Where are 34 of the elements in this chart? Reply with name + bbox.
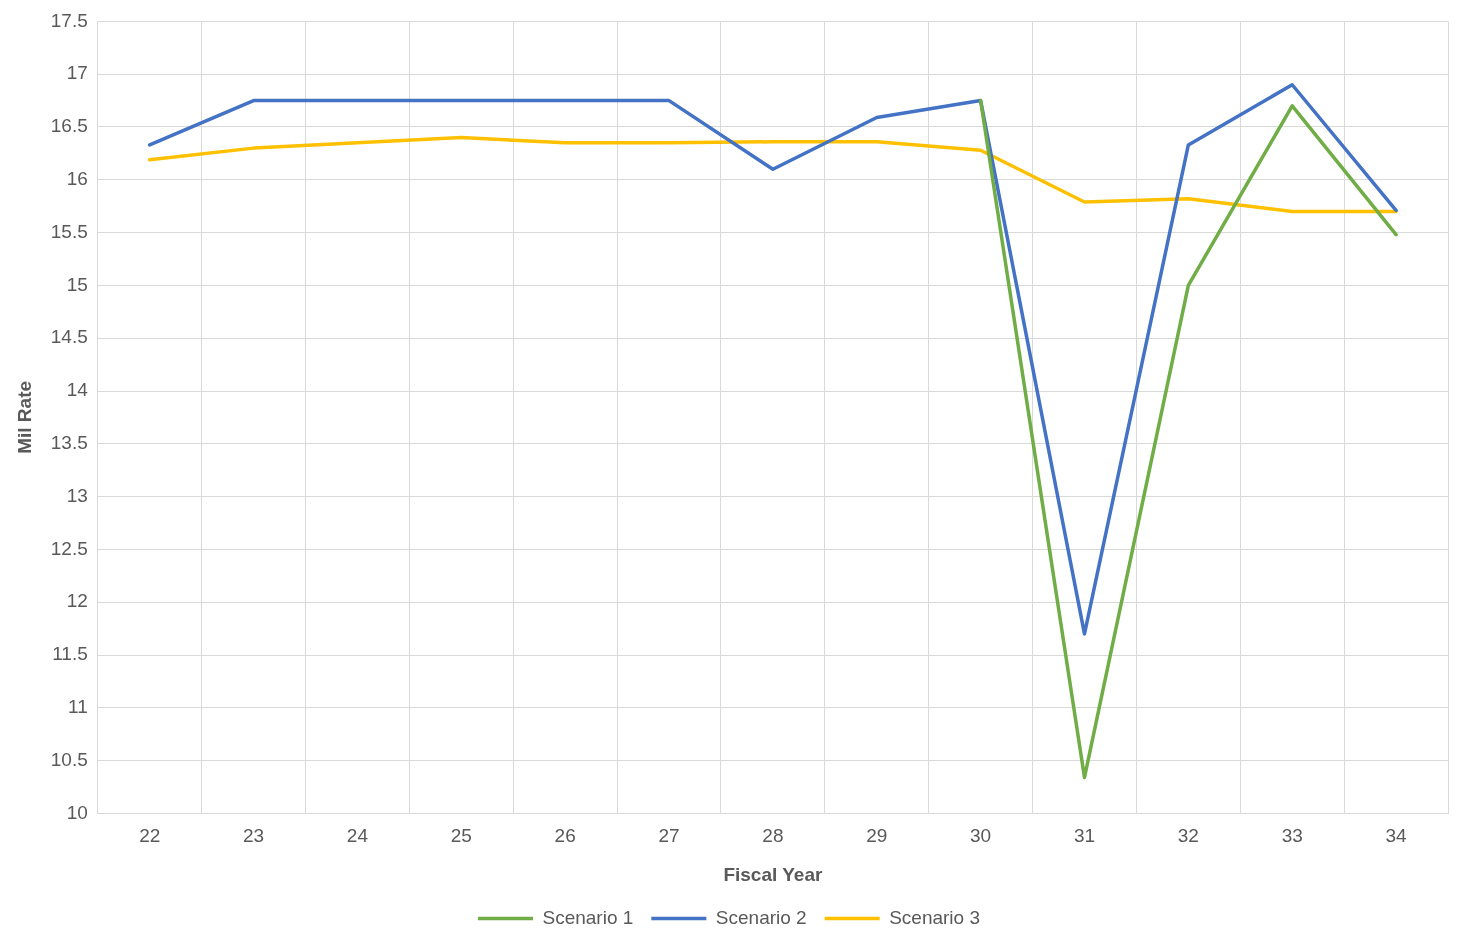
x-axis-title: Fiscal Year [723, 863, 823, 885]
y-tick-label: 16.5 [50, 115, 88, 137]
y-tick-label: 12.5 [50, 537, 88, 559]
legend-label: Scenario 2 [715, 906, 807, 928]
y-tick-label: 14.5 [50, 326, 88, 348]
y-tick-label: 17 [66, 62, 88, 84]
y-tick-label: 15.5 [50, 220, 88, 242]
y-tick-label: 10.5 [50, 748, 88, 770]
x-tick-label: 28 [762, 825, 784, 847]
y-tick-label: 11 [68, 696, 88, 718]
x-tick-label: 32 [1177, 825, 1199, 847]
x-tick-label: 22 [139, 825, 161, 847]
legend-label: Scenario 1 [542, 906, 634, 928]
x-tick-label: 33 [1281, 825, 1303, 847]
legend-label: Scenario 3 [889, 906, 981, 928]
x-tick-label: 23 [243, 825, 265, 847]
y-tick-label: 13.5 [50, 432, 88, 454]
x-tick-label: 34 [1385, 825, 1408, 847]
y-tick-label: 17.5 [50, 9, 88, 31]
y-tick-label: 16 [66, 168, 88, 190]
x-tick-label: 26 [554, 825, 576, 847]
y-tick-label: 13 [66, 484, 88, 506]
x-tick-label: 30 [970, 825, 992, 847]
y-tick-label: 10 [66, 801, 88, 823]
x-tick-label: 27 [658, 825, 680, 847]
x-tick-label: 31 [1073, 825, 1096, 847]
x-tick-label: 29 [866, 825, 888, 847]
y-tick-label: 15 [66, 273, 88, 295]
x-tick-label: 25 [450, 825, 472, 847]
y-tick-label: 14 [66, 379, 89, 401]
y-axis-title: Mil Rate [13, 380, 35, 454]
x-tick-label: 24 [346, 825, 369, 847]
y-tick-label: 12 [66, 590, 88, 612]
y-tick-label: 11.5 [52, 643, 88, 665]
